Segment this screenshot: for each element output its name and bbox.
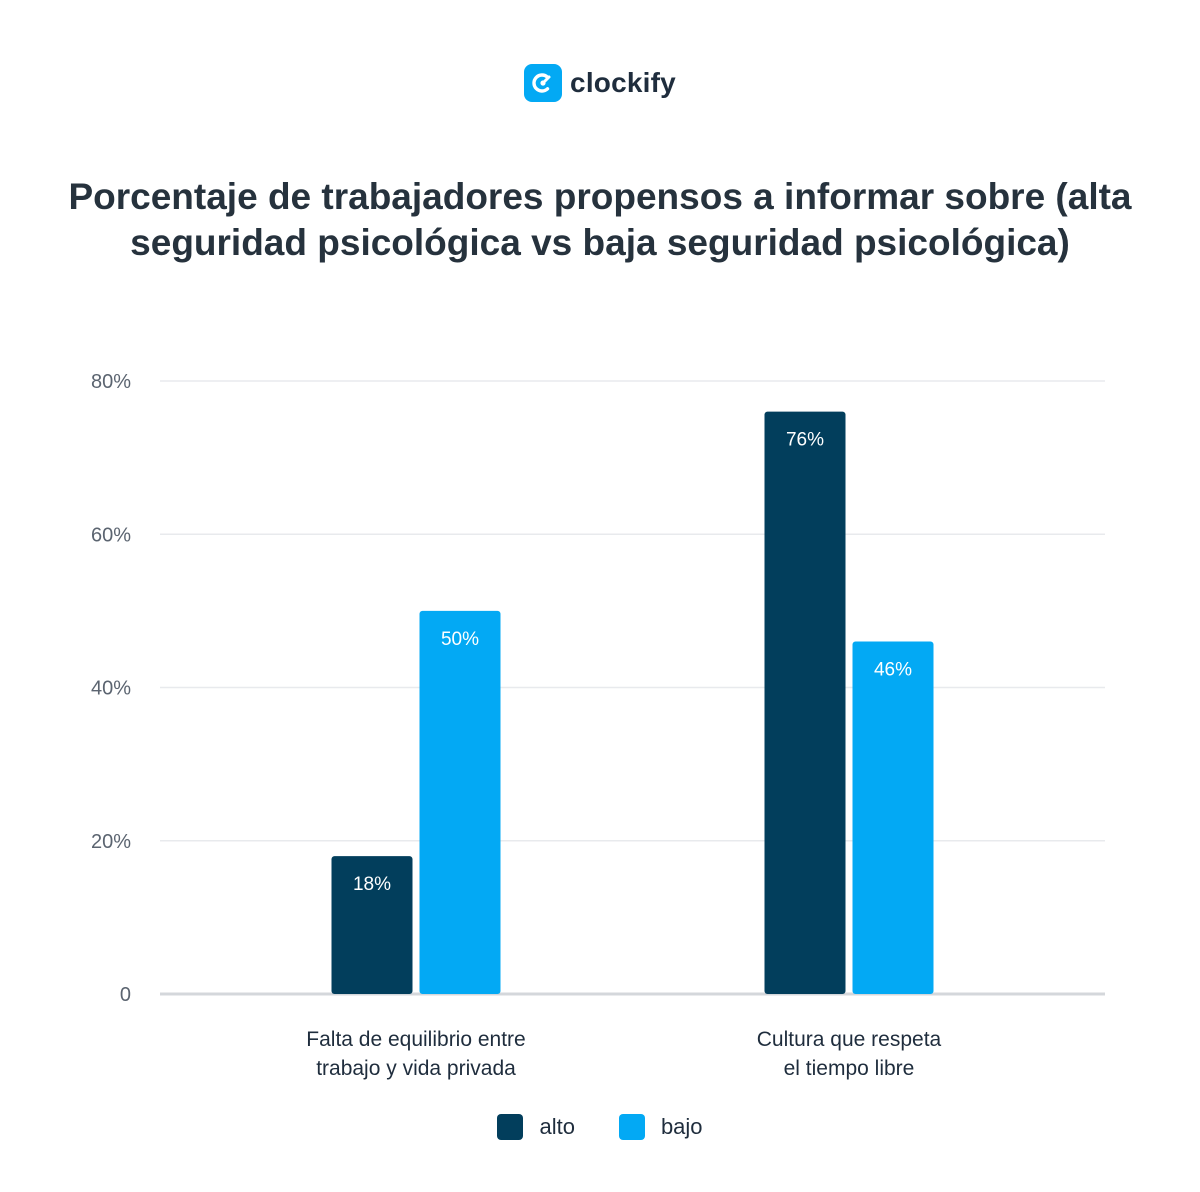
legend-item-alto: alto bbox=[497, 1114, 575, 1140]
legend-swatch bbox=[618, 1114, 645, 1140]
x-category-label: Cultura que respeta bbox=[757, 1028, 942, 1051]
bar-alto bbox=[764, 411, 846, 994]
clockify-logo-icon bbox=[524, 64, 563, 102]
bar-alto bbox=[331, 856, 413, 994]
y-tick-label: 80% bbox=[91, 371, 131, 393]
y-tick-label: 60% bbox=[91, 524, 131, 546]
legend-label: alto bbox=[539, 1114, 575, 1139]
bar-bajo bbox=[852, 641, 934, 994]
x-category-label: el tiempo libre bbox=[784, 1057, 915, 1080]
chart-legend: alto bajo bbox=[0, 1114, 1200, 1140]
legend-item-bajo: bajo bbox=[618, 1114, 703, 1140]
chart-title: Porcentaje de trabajadores propensos a i… bbox=[68, 176, 1132, 263]
bar-value-label: 18% bbox=[353, 874, 391, 895]
brand-logo: clockify bbox=[0, 64, 1200, 102]
y-tick-label: 40% bbox=[91, 678, 131, 700]
legend-swatch bbox=[497, 1114, 524, 1140]
y-tick-label: 0 bbox=[120, 984, 131, 1006]
x-category-label: Falta de equilibrio entre bbox=[306, 1028, 525, 1051]
y-tick-label: 20% bbox=[91, 831, 131, 853]
bar-value-label: 50% bbox=[441, 629, 479, 650]
bar-value-label: 46% bbox=[874, 660, 912, 681]
legend-label: bajo bbox=[660, 1114, 703, 1139]
x-category-label: trabajo y vida privada bbox=[316, 1057, 516, 1080]
bar-bajo bbox=[419, 610, 501, 994]
bar-value-label: 76% bbox=[786, 430, 824, 451]
brand-name: clockify bbox=[570, 67, 676, 98]
